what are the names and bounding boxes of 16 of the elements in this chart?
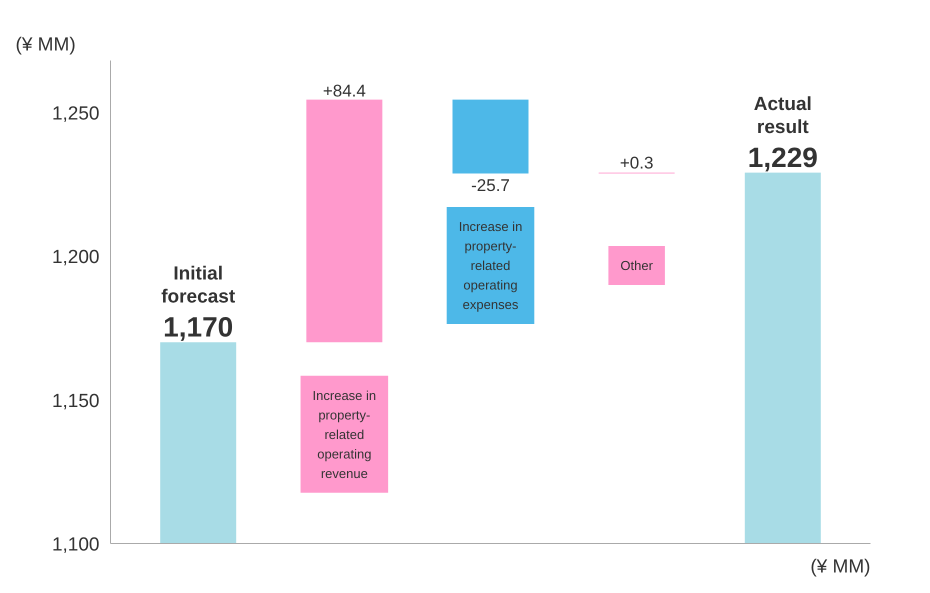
annotation: Increase in property-related operating revenue <box>312 388 376 481</box>
x-axis-title: (¥ MM) <box>810 556 870 578</box>
y-tick-label: 1,150 <box>52 390 100 412</box>
annotation: Actual result <box>754 94 812 138</box>
y-tick-label: 1,100 <box>52 534 100 556</box>
data-label: 1,170 <box>163 312 234 342</box>
data-label: +84.4 <box>322 82 366 101</box>
y-tick-label: 1,250 <box>52 103 100 124</box>
annotation: Increase in property-related operating expenses <box>458 218 522 312</box>
data-label: +0.3 <box>620 153 654 172</box>
annotation: Initial forecast <box>161 264 236 308</box>
annotation: Other <box>620 258 654 273</box>
y-axis-title: (¥ MM) <box>16 34 76 56</box>
y-tick-label: 1,200 <box>52 247 100 268</box>
data-label: 1,229 <box>748 142 818 173</box>
data-label: -25.7 <box>471 176 510 196</box>
